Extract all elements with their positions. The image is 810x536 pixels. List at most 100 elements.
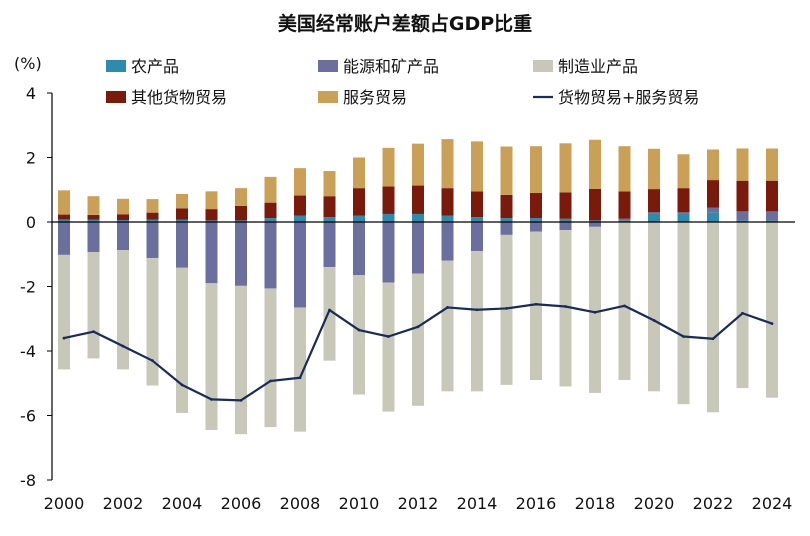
bar-segment-2011-s1 bbox=[382, 222, 395, 283]
x-tick-label: 2020 bbox=[634, 494, 675, 513]
bar-segment-2023-s4 bbox=[736, 148, 749, 181]
bar-segment-2009-s4 bbox=[323, 171, 336, 197]
line-point-2010 bbox=[357, 328, 361, 332]
bar-segment-2011-s0 bbox=[382, 213, 395, 222]
bar-segment-2008-s1 bbox=[294, 222, 306, 308]
bar-segment-2008-s4 bbox=[294, 168, 306, 196]
bar-segment-2020-s0 bbox=[648, 213, 660, 222]
bar-segment-2024-s3 bbox=[766, 180, 778, 212]
bar-segment-2007-s0 bbox=[264, 218, 277, 222]
bar-segment-2000-s0 bbox=[58, 219, 70, 222]
bar-segment-2014-s3 bbox=[471, 191, 483, 218]
legend-swatch bbox=[318, 91, 338, 103]
bar-segment-2024-s0 bbox=[766, 220, 778, 222]
line-point-2008 bbox=[298, 376, 302, 380]
bar-segment-2015-s3 bbox=[500, 194, 513, 219]
line-point-2014 bbox=[475, 308, 479, 312]
line-point-2019 bbox=[623, 304, 626, 308]
x-tick-label: 2008 bbox=[280, 494, 321, 513]
line-point-2003 bbox=[151, 359, 154, 363]
legend-label: 能源和矿产品 bbox=[343, 57, 439, 76]
bar-segment-2005-s0 bbox=[205, 220, 218, 222]
legend-swatch bbox=[106, 60, 126, 72]
bar-segment-2011-s2 bbox=[382, 282, 395, 412]
line-point-2006 bbox=[239, 398, 243, 402]
bar-segment-2003-s1 bbox=[146, 222, 159, 259]
bar-segment-2024-s2 bbox=[766, 222, 778, 398]
line-layer bbox=[62, 302, 774, 402]
bar-segment-2018-s1 bbox=[589, 222, 601, 227]
line-point-2018 bbox=[593, 310, 597, 314]
bar-segment-2021-s1 bbox=[677, 212, 690, 214]
bar-segment-2002-s2 bbox=[117, 250, 129, 370]
bar-segment-2016-s4 bbox=[530, 146, 542, 193]
line-point-2009 bbox=[328, 308, 331, 312]
bar-segment-2023-s1 bbox=[736, 211, 749, 221]
bar-segment-2016-s1 bbox=[530, 222, 542, 232]
x-tick-label: 2014 bbox=[457, 494, 498, 513]
line-point-2011 bbox=[387, 335, 390, 338]
legend-label: 制造业产品 bbox=[558, 57, 638, 76]
y-tick-label: -8 bbox=[20, 471, 36, 490]
bar-segment-2002-s1 bbox=[117, 222, 129, 251]
bar-segment-2019-s1 bbox=[618, 218, 631, 221]
bar-segment-2013-s4 bbox=[441, 139, 454, 189]
bar-segment-2009-s0 bbox=[323, 217, 336, 222]
bar-segment-2003-s0 bbox=[146, 219, 159, 222]
bar-segment-2012-s3 bbox=[412, 185, 424, 214]
bar-segment-2010-s3 bbox=[353, 188, 365, 216]
x-tick-label: 2004 bbox=[162, 494, 203, 513]
bar-segment-2022-s0 bbox=[707, 212, 719, 222]
bar-segment-2020-s2 bbox=[648, 222, 660, 392]
bar-segment-2005-s1 bbox=[205, 222, 218, 284]
bar-segment-2005-s3 bbox=[205, 209, 218, 221]
x-tick-label: 2016 bbox=[516, 494, 557, 513]
bar-segment-2001-s1 bbox=[87, 222, 100, 252]
line-point-2007 bbox=[269, 379, 272, 383]
y-tick-label: -4 bbox=[20, 342, 36, 361]
bar-segment-2014-s0 bbox=[471, 217, 483, 222]
bar-segment-2006-s1 bbox=[235, 222, 247, 286]
line-point-2021 bbox=[682, 335, 685, 338]
bar-segment-2000-s1 bbox=[58, 222, 70, 255]
bar-segment-2021-s3 bbox=[677, 188, 690, 213]
x-tick-label: 2022 bbox=[693, 494, 734, 513]
bar-segment-2017-s0 bbox=[559, 218, 572, 222]
y-tick-label: 0 bbox=[26, 213, 36, 232]
bar-segment-2004-s2 bbox=[176, 267, 188, 413]
bar-segment-2008-s2 bbox=[294, 307, 306, 432]
bar-segment-2021-s4 bbox=[677, 154, 690, 189]
y-tick-label: 2 bbox=[26, 149, 36, 168]
bar-segment-2012-s1 bbox=[412, 222, 424, 274]
bar-segment-2012-s0 bbox=[412, 213, 424, 222]
bar-layer bbox=[58, 139, 778, 435]
bar-segment-2020-s4 bbox=[648, 148, 660, 190]
bar-segment-2009-s1 bbox=[323, 222, 336, 268]
x-tick-label: 2000 bbox=[44, 494, 85, 513]
bar-segment-2006-s4 bbox=[235, 188, 247, 206]
line-point-2000 bbox=[62, 336, 66, 340]
bar-segment-2014-s2 bbox=[471, 251, 483, 392]
bar-segment-2010-s2 bbox=[353, 275, 365, 395]
bar-segment-2010-s4 bbox=[353, 157, 365, 189]
bar-segment-2014-s1 bbox=[471, 222, 483, 252]
bar-segment-2013-s0 bbox=[441, 215, 454, 222]
bar-segment-2015-s1 bbox=[500, 222, 513, 235]
bar-segment-2021-s0 bbox=[677, 213, 690, 222]
bar-segment-2006-s3 bbox=[235, 205, 247, 221]
bar-segment-2000-s2 bbox=[58, 254, 70, 370]
bar-segment-2020-s3 bbox=[648, 189, 660, 213]
legend-label: 服务贸易 bbox=[343, 88, 407, 107]
line-point-2013 bbox=[446, 306, 449, 309]
bar-segment-2017-s2 bbox=[559, 230, 572, 387]
bar-segment-2017-s3 bbox=[559, 192, 572, 219]
chart-title: 美国经常账户差额占GDP比重 bbox=[278, 12, 532, 35]
bar-segment-2017-s4 bbox=[559, 143, 572, 193]
bar-segment-2008-s0 bbox=[294, 215, 306, 222]
bar-segment-2016-s0 bbox=[530, 218, 542, 222]
x-tick-label: 2010 bbox=[339, 494, 380, 513]
line-point-2001 bbox=[92, 330, 95, 334]
bar-segment-2004-s0 bbox=[176, 219, 188, 222]
